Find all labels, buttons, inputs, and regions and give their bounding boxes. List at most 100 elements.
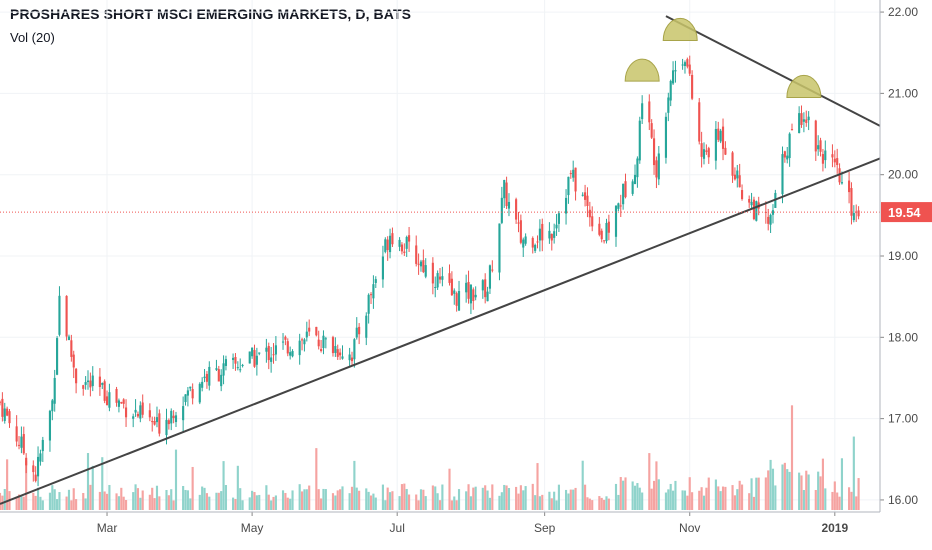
volume-bar (241, 500, 244, 510)
volume-bar (203, 487, 206, 510)
last-price-line: 19.54 (0, 202, 932, 223)
candle-body (331, 337, 335, 354)
volume-bar (89, 484, 92, 510)
volume-bar (56, 499, 59, 510)
volume-bar (381, 484, 384, 510)
candle-body (481, 280, 484, 291)
volume-bar (424, 496, 427, 510)
candle-body (807, 116, 810, 121)
candle-body (300, 339, 304, 341)
candle-body (500, 197, 503, 223)
candle-body (289, 352, 292, 356)
candle-body (802, 119, 805, 122)
candle-body (255, 355, 258, 365)
volume-bar (498, 495, 501, 510)
candle-body (740, 190, 744, 200)
volume-bar (419, 489, 423, 510)
volume-bar (34, 495, 37, 510)
volume-bar (308, 485, 311, 510)
candle-body (220, 374, 223, 387)
candle-body (705, 150, 708, 152)
volume-bar (205, 493, 208, 510)
volume-bar (317, 489, 320, 510)
candle-body (398, 239, 401, 247)
volume-bar (548, 491, 551, 510)
volume-bar (781, 464, 784, 510)
candle-body (700, 143, 703, 157)
candle-body (681, 64, 684, 66)
volume-bar (586, 497, 589, 510)
volume-bar (15, 496, 18, 510)
volume-bar (469, 496, 472, 510)
volume-bars (0, 405, 860, 510)
volume-bar (236, 465, 239, 510)
volume-bar (484, 485, 487, 510)
candle-body (790, 129, 794, 131)
x-tick-label: Sep (534, 521, 556, 535)
candle-body (422, 260, 425, 273)
volume-bar (836, 492, 839, 510)
volume-bar (771, 468, 775, 510)
volume-bar (339, 489, 342, 510)
candle-body (750, 201, 753, 206)
price-axis[interactable]: 22.00 21.00 20.00 19.00 18.00 17.00 16.00 (879, 0, 918, 512)
volume-bar (355, 487, 358, 510)
candle-body (567, 176, 570, 196)
volume-bar (631, 481, 634, 510)
candle-body (622, 183, 625, 205)
volume-bar (403, 483, 406, 510)
volume-bar (805, 470, 808, 510)
volume-bar (91, 465, 94, 510)
candle-body (672, 70, 675, 84)
volume-bar (717, 486, 720, 510)
candle-body (467, 281, 470, 299)
grid-lines (0, 0, 880, 512)
volume-bar (536, 463, 539, 510)
candle-body (22, 434, 25, 454)
candle-body (8, 411, 11, 424)
volume-bar (101, 457, 104, 510)
candle-body (369, 294, 373, 296)
candle-body (39, 453, 42, 462)
candle-body (122, 399, 125, 404)
candle-body (550, 233, 553, 241)
volume-bar (232, 497, 235, 510)
last-price-badge (881, 202, 932, 223)
volume-bar (298, 484, 301, 510)
candle-body (731, 152, 734, 176)
volume-bar (217, 492, 220, 510)
volume-bar (315, 448, 318, 510)
candle-body (32, 465, 35, 473)
candle-body (400, 244, 404, 252)
candle-body (367, 294, 370, 314)
candle-body (769, 214, 772, 225)
candle-body (674, 70, 677, 72)
candle-body (614, 205, 618, 237)
candle-body (624, 181, 627, 198)
time-axis[interactable]: Mar May Jul Sep Nov 2019 (0, 511, 880, 535)
candle-body (174, 415, 178, 423)
volume-bar (667, 489, 670, 510)
candle-body (151, 421, 154, 423)
volume-bar (405, 488, 408, 510)
volume-bar (67, 489, 71, 510)
volume-bar (41, 500, 44, 510)
candle-body (184, 394, 187, 403)
candle-body (251, 347, 254, 357)
candle-body (686, 59, 689, 67)
candle-body (374, 279, 377, 283)
volume-bar (388, 492, 392, 510)
candle-body (148, 410, 151, 418)
candle-body (384, 239, 387, 252)
candle-body (201, 381, 204, 388)
candle-body (688, 64, 691, 74)
volume-bar (455, 500, 458, 510)
volume-bar (258, 494, 261, 510)
candle-body (365, 315, 368, 338)
candle-body (75, 368, 78, 384)
volume-bar (683, 490, 687, 510)
candle-body (405, 236, 408, 249)
candle-body (222, 363, 225, 376)
candle-body (805, 119, 808, 123)
